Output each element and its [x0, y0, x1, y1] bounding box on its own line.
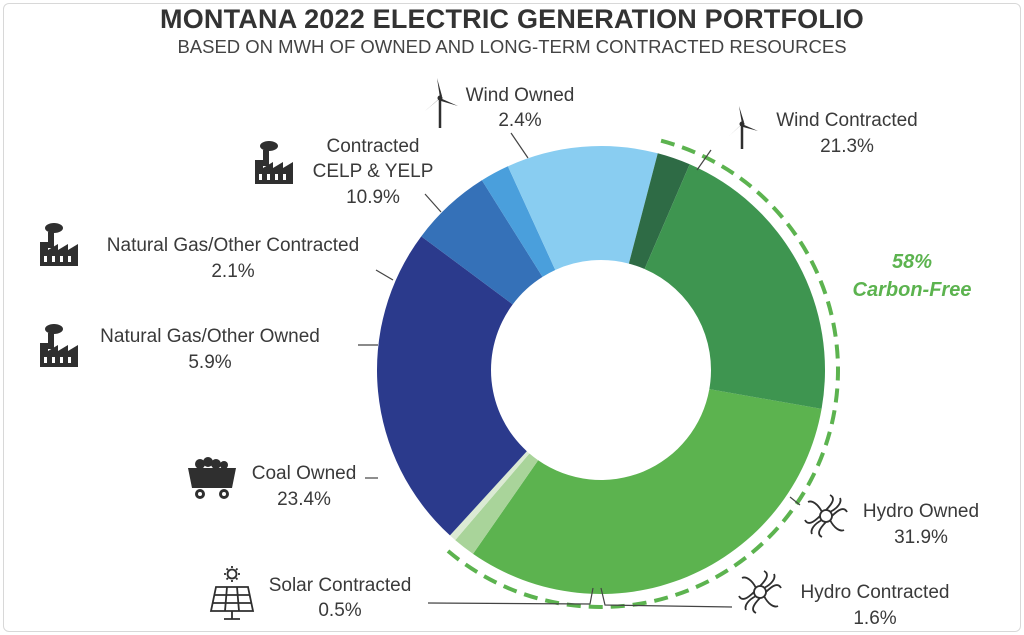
- slice-hydro-contracted: [455, 453, 539, 554]
- label-gas-owned-value: 5.9%: [188, 352, 231, 373]
- label-gas-owned-name: Natural Gas/Other Owned: [100, 326, 320, 347]
- label-hydro-owned-name: Hydro Owned: [863, 501, 979, 522]
- label-celp-value: 10.9%: [346, 187, 400, 208]
- label-gas-contracted-value: 2.1%: [211, 261, 254, 282]
- slice-wind-contracted: [644, 164, 825, 409]
- leader-lines: [358, 132, 801, 608]
- carbon-free-label: Carbon-Free: [853, 279, 972, 301]
- slice-hydro-owned: [473, 389, 822, 595]
- leader-line-celp: [424, 193, 442, 213]
- leader-line-wind-owned: [510, 132, 529, 159]
- label-solar-contracted-name: Solar Contracted: [269, 575, 412, 596]
- label-coal-owned-value: 23.4%: [277, 489, 331, 510]
- slice-natural-gas-other-contracted: [481, 166, 556, 277]
- solar-panel-icon: [209, 566, 255, 620]
- leader-line-solar: [427, 587, 594, 605]
- factory-icon: [40, 223, 78, 266]
- label-celp-name-1: Contracted: [327, 136, 420, 157]
- factory-icon: [255, 141, 293, 184]
- label-coal-owned-name: Coal Owned: [252, 463, 357, 484]
- slice-natural-gas-other-owned: [421, 180, 543, 305]
- label-hydro-contracted-name: Hydro Contracted: [801, 582, 950, 603]
- label-solar-contracted-value: 0.5%: [318, 600, 361, 621]
- label-hydro-owned-value: 31.9%: [894, 527, 948, 548]
- slice-wind-owned: [628, 153, 690, 269]
- wind-turbine-icon: [729, 106, 758, 149]
- label-wind-contracted-value: 21.3%: [820, 136, 874, 157]
- label-gas-contracted-name: Natural Gas/Other Contracted: [107, 235, 359, 256]
- factory-icon: [40, 324, 78, 367]
- label-wind-owned-name: Wind Owned: [466, 85, 575, 106]
- leader-line-wind-contracted: [696, 149, 712, 171]
- donut-slices: [377, 146, 825, 595]
- chart-title: MONTANA 2022 ELECTRIC GENERATION PORTFOL…: [160, 4, 864, 34]
- label-celp-name-2: CELP & YELP: [313, 161, 434, 182]
- label-hydro-contracted-value: 1.6%: [853, 608, 896, 629]
- coal-cart-icon: [188, 457, 236, 499]
- leader-line-hydro-owned: [789, 496, 801, 506]
- carbon-free-value: 58%: [892, 251, 932, 273]
- leader-line-hydro-contracted: [600, 587, 733, 608]
- label-wind-owned-value: 2.4%: [498, 110, 541, 131]
- hydro-turbine-icon: [738, 570, 782, 614]
- slice-coal-owned: [377, 236, 527, 536]
- slice-solar-contracted: [449, 451, 530, 541]
- chart-subtitle: BASED ON MWH OF OWNED AND LONG-TERM CONT…: [177, 36, 847, 57]
- slice-contracted-celp-yelp: [507, 146, 658, 270]
- leader-line-gas-contracted: [375, 269, 394, 281]
- label-wind-contracted-name: Wind Contracted: [776, 110, 918, 131]
- chart-frame: [3, 3, 1021, 632]
- hydro-turbine-icon: [804, 494, 848, 538]
- wind-turbine-icon: [425, 78, 458, 128]
